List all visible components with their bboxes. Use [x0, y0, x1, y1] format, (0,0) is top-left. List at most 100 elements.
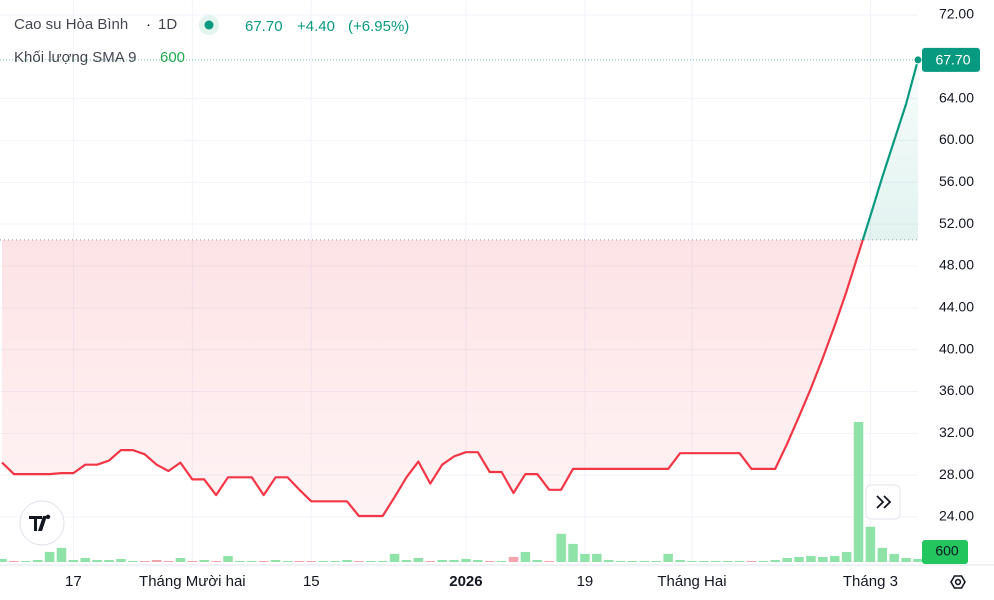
volume-bar: [841, 551, 852, 562]
volume-bar: [294, 560, 305, 562]
logo[interactable]: [19, 500, 65, 546]
volume-bar: [56, 547, 67, 562]
price-line: [1, 59, 920, 518]
volume-bar: [342, 559, 352, 562]
x-tick-label: 17: [65, 573, 82, 590]
volume-label: Khối lượng SMA 9: [14, 49, 136, 66]
volume-bar: [377, 560, 388, 562]
volume-bar: [473, 559, 483, 562]
settings-button[interactable]: [950, 575, 966, 589]
volume-bar: [104, 559, 114, 562]
volume-bars: [0, 422, 923, 562]
volume-sma-tag-label: 600: [935, 543, 959, 559]
volume-bar: [794, 556, 804, 562]
volume-sma: 600: [160, 49, 185, 66]
legend: Cao su Hòa Bình · 1D 67.70 +4.40 (+6.95%…: [14, 15, 409, 66]
volume-bar: [461, 558, 471, 562]
volume-bar: [116, 558, 126, 562]
volume-bar: [865, 526, 876, 562]
volume-bar: [44, 551, 55, 562]
volume-bar: [699, 560, 709, 562]
settings-dot: [954, 578, 962, 586]
volume-bar: [520, 551, 531, 562]
volume-bar: [627, 560, 638, 562]
volume-bar: [901, 557, 911, 562]
volume-bar: [687, 560, 697, 562]
volume-sma-tag: [922, 540, 968, 564]
volume-bar: [413, 557, 424, 562]
y-tick-label: 60.00: [939, 131, 974, 147]
y-tick-label: 36.00: [939, 382, 974, 398]
axes: 24.00 28.00 32.00 36.00 40.00 44.00 48.00 52.00…: [0, 6, 994, 590]
volume-bar: [0, 558, 7, 562]
volume-bar: [544, 560, 554, 562]
interval: 1D: [158, 16, 177, 33]
volume-bar: [496, 560, 507, 562]
symbol: Cao su Hòa Bình: [14, 16, 128, 33]
volume-bar: [437, 559, 447, 562]
volume-bar: [92, 559, 102, 562]
y-tick-label: 72.00: [939, 6, 974, 22]
status-dot: [204, 20, 214, 30]
volume-bar: [734, 560, 745, 562]
x-tick-label: 2026: [449, 573, 482, 590]
price-change-pct: (+6.95%): [348, 18, 409, 35]
volume-bar: [247, 560, 257, 562]
price-change: +4.40: [297, 18, 335, 35]
scroll-to-realtime-button[interactable]: [865, 484, 901, 520]
last-price: 67.70: [245, 18, 283, 35]
volume-bar: [651, 560, 662, 562]
volume-bar: [770, 559, 781, 562]
volume-bar: [187, 560, 198, 562]
volume-bar: [449, 559, 459, 562]
volume-bar: [282, 560, 293, 562]
volume-bar: [818, 556, 828, 562]
volume-bar: [829, 555, 840, 562]
last-price-tag-label: 67.70: [935, 52, 970, 68]
volume-bar: [68, 559, 79, 562]
volume-bar: [270, 559, 281, 562]
volume-bar: [318, 560, 328, 562]
y-tick-label: 64.00: [939, 89, 974, 105]
volume-bar: [806, 555, 816, 562]
price-series: [0, 55, 923, 518]
volume-bar: [199, 559, 209, 562]
volume-bar: [80, 557, 91, 562]
volume-bar: [330, 560, 340, 562]
volume-bar: [663, 553, 673, 562]
separator: ·: [146, 16, 151, 33]
volume-bar: [354, 560, 364, 562]
volume-bar: [258, 560, 269, 562]
y-tick-label: 32.00: [939, 424, 974, 440]
volume-bar: [128, 560, 138, 562]
volume-bar: [782, 557, 792, 562]
volume-bar: [746, 560, 757, 562]
y-tick-label: 24.00: [939, 508, 974, 524]
volume-bar: [913, 558, 923, 562]
volume-bar: [389, 553, 400, 562]
last-point: [913, 55, 923, 65]
logo-mark: [29, 514, 51, 531]
y-tick-label: 40.00: [939, 340, 974, 356]
x-tick-label: Tháng Mười hai: [139, 573, 246, 590]
volume-bar: [425, 560, 436, 562]
volume-bar: [163, 560, 174, 562]
volume-bar: [508, 556, 519, 562]
x-tick-label: 15: [303, 573, 320, 590]
settings-hex: [950, 575, 966, 589]
volume-bar: [877, 547, 888, 562]
volume-bar: [306, 560, 317, 562]
volume-bar: [592, 553, 602, 562]
x-tick-label: 19: [577, 573, 594, 590]
volume-bar: [853, 422, 864, 562]
volume-bar: [484, 560, 495, 562]
volume-bar: [139, 560, 150, 562]
button-icon: [876, 495, 892, 509]
volume-bar: [675, 559, 685, 562]
x-tick-label: Tháng Hai: [657, 573, 726, 590]
volume-bar: [32, 559, 43, 562]
y-tick-label: 28.00: [939, 466, 974, 482]
volume-bar: [21, 560, 31, 562]
volume-bar: [235, 560, 245, 562]
